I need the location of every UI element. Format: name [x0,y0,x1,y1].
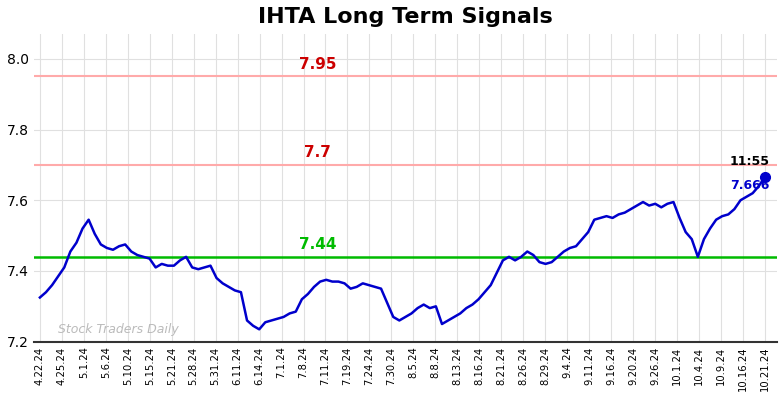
Text: Stock Traders Daily: Stock Traders Daily [58,323,179,336]
Title: IHTA Long Term Signals: IHTA Long Term Signals [258,7,553,27]
Text: 11:55: 11:55 [730,155,770,168]
Text: 7.7: 7.7 [304,145,331,160]
Text: 7.95: 7.95 [299,57,336,72]
Text: 7.44: 7.44 [299,237,336,252]
Text: 7.666: 7.666 [730,179,769,192]
